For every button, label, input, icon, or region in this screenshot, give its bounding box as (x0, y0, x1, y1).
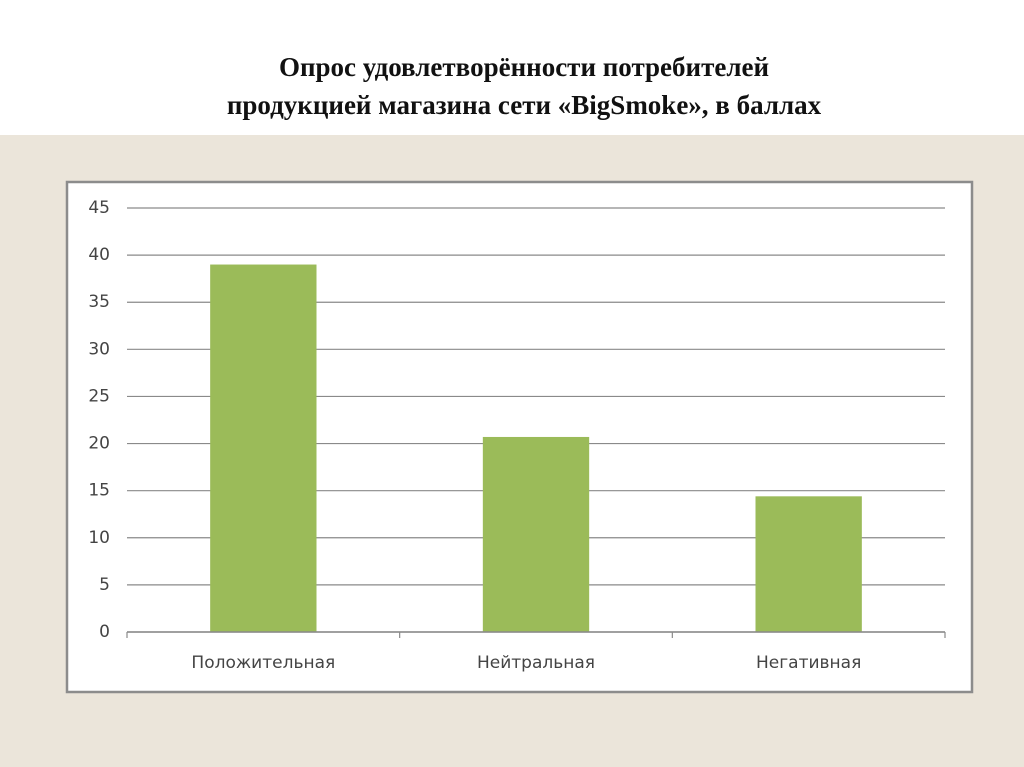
y-tick-label: 35 (88, 292, 110, 312)
bar (482, 436, 590, 632)
y-tick-label: 5 (99, 575, 110, 595)
chart-title: продукцией магазина сети «BigSmoke», в б… (227, 90, 822, 120)
y-tick-label: 40 (88, 245, 110, 265)
bar (210, 264, 317, 632)
y-tick-label: 15 (88, 481, 110, 501)
y-tick-label: 45 (88, 198, 110, 218)
y-tick-label: 10 (88, 528, 110, 548)
chart-title: Опрос удовлетворённости потребителей (279, 52, 769, 82)
y-tick-label: 0 (99, 622, 110, 642)
y-tick-label: 30 (88, 339, 110, 359)
x-tick-label: Положительная (191, 653, 335, 673)
title-band (0, 0, 1024, 135)
x-tick-label: Негативная (756, 653, 861, 673)
y-tick-label: 20 (88, 434, 110, 454)
x-tick-label: Нейтральная (477, 653, 595, 673)
y-tick-label: 25 (88, 386, 110, 406)
bar (755, 496, 862, 632)
